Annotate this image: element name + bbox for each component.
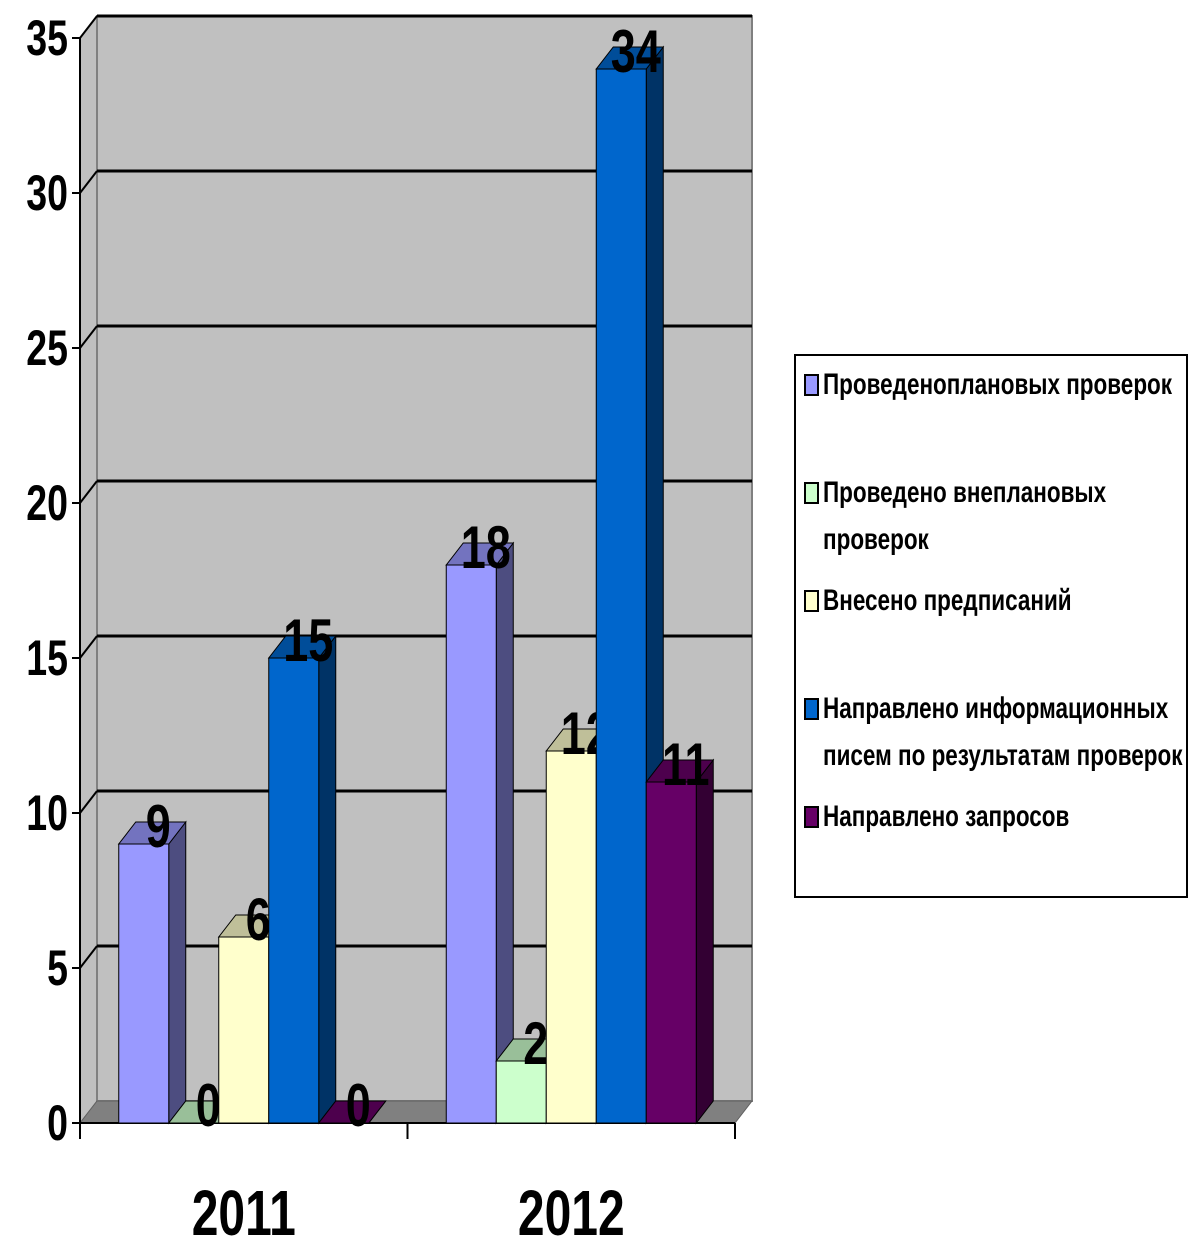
grid-line-side bbox=[79, 480, 98, 504]
bar-side bbox=[318, 634, 337, 1125]
y-tick-label: 0 bbox=[47, 1096, 68, 1151]
bar-side bbox=[695, 758, 714, 1125]
legend-swatch bbox=[804, 590, 819, 612]
legend-label: Проведено внеплановых проверок bbox=[823, 475, 1112, 556]
grid-line-side bbox=[79, 945, 98, 969]
legend-line: проверок bbox=[823, 522, 929, 556]
value-label: 15 bbox=[283, 608, 333, 675]
x-tick-label: 2011 bbox=[192, 1177, 296, 1245]
y-tick-label: 20 bbox=[26, 476, 68, 531]
value-label: 34 bbox=[611, 19, 661, 86]
bar-front bbox=[218, 936, 270, 1124]
value-label: 6 bbox=[246, 887, 271, 954]
grid-line-side bbox=[79, 15, 98, 39]
legend-line: писем по результатам проверок bbox=[823, 738, 1183, 772]
bar-front bbox=[495, 1060, 547, 1124]
grid-line-side bbox=[79, 635, 98, 659]
bar-front bbox=[268, 657, 320, 1124]
x-tick-label: 2012 bbox=[518, 1177, 625, 1245]
bar-front bbox=[118, 843, 170, 1124]
bar bbox=[267, 634, 337, 1125]
legend-swatch bbox=[804, 806, 819, 828]
grid-line-side bbox=[79, 170, 98, 194]
legend-line: Проведено внеплановых bbox=[823, 475, 1112, 509]
legend-line: Проведеноплановых проверок bbox=[823, 367, 1173, 401]
legend-swatch bbox=[804, 698, 819, 720]
legend-label: Проведеноплановых проверок bbox=[823, 367, 1173, 401]
bar bbox=[645, 758, 715, 1125]
value-label: 0 bbox=[196, 1073, 221, 1140]
bar bbox=[117, 820, 187, 1125]
legend-line: Внесено предписаний bbox=[823, 583, 1072, 617]
value-label: 9 bbox=[146, 794, 171, 861]
bar-top bbox=[317, 1100, 387, 1124]
legend-label: Направлено запросов bbox=[823, 799, 1069, 833]
bar-side bbox=[168, 820, 187, 1125]
legend-label: Направлено информационных писем по резул… bbox=[823, 691, 1183, 772]
bar-front bbox=[645, 781, 697, 1124]
legend-box bbox=[794, 354, 1188, 898]
y-tick-label: 25 bbox=[26, 321, 68, 376]
grid-line-side bbox=[79, 790, 98, 814]
legend-label: Внесено предписаний bbox=[823, 583, 1072, 617]
bar bbox=[445, 541, 515, 1125]
value-label: 11 bbox=[662, 732, 710, 799]
bar-side bbox=[495, 541, 514, 1125]
y-tick-label: 30 bbox=[26, 166, 68, 221]
bar-front bbox=[595, 68, 647, 1124]
legend-swatch bbox=[804, 374, 819, 396]
bar-front bbox=[445, 564, 497, 1124]
y-tick-label: 5 bbox=[47, 941, 68, 996]
bar bbox=[317, 1100, 387, 1124]
bar-front bbox=[545, 750, 597, 1124]
y-tick-label: 15 bbox=[26, 631, 68, 686]
y-tick-label: 35 bbox=[26, 11, 68, 66]
value-label: 0 bbox=[346, 1073, 371, 1140]
legend-line: Направлено информационных bbox=[823, 691, 1174, 725]
y-tick-label: 10 bbox=[26, 786, 68, 841]
value-label: 18 bbox=[461, 515, 511, 582]
legend-line: Направлено запросов bbox=[823, 799, 1069, 833]
grid-line-side bbox=[79, 325, 98, 349]
legend-swatch bbox=[804, 482, 819, 504]
value-label: 2 bbox=[523, 1011, 548, 1078]
